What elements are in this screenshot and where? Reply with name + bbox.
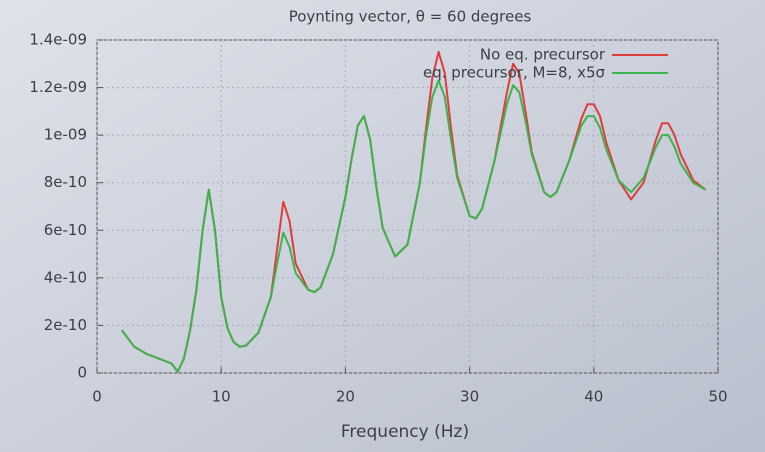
series-line xyxy=(121,79,707,373)
y-tick-label: 0 xyxy=(77,364,87,382)
y-tick-label: 1.4e-09 xyxy=(29,31,87,49)
chart-title: Poynting vector, θ = 60 degrees xyxy=(289,8,532,26)
y-tick-label: 8e-10 xyxy=(44,173,87,191)
y-tick-label: 6e-10 xyxy=(44,221,87,239)
x-axis-label: Frequency (Hz) xyxy=(341,422,469,442)
x-tick-label: 30 xyxy=(460,388,479,406)
legend-label: eq. precursor, M=8, x5σ xyxy=(423,64,606,82)
x-tick-label: 20 xyxy=(336,388,355,406)
x-tick-label: 10 xyxy=(212,388,231,406)
y-tick-label: 4e-10 xyxy=(44,268,87,286)
y-tick-label: 1e-09 xyxy=(44,126,87,144)
x-tick-label: 50 xyxy=(708,388,727,406)
x-tick-label: 40 xyxy=(584,388,603,406)
y-tick-label: 1.2e-09 xyxy=(29,78,87,96)
y-tick-label: 2e-10 xyxy=(44,316,87,334)
x-tick-label: 0 xyxy=(92,388,102,406)
legend-label: No eq. precursor xyxy=(480,46,606,64)
